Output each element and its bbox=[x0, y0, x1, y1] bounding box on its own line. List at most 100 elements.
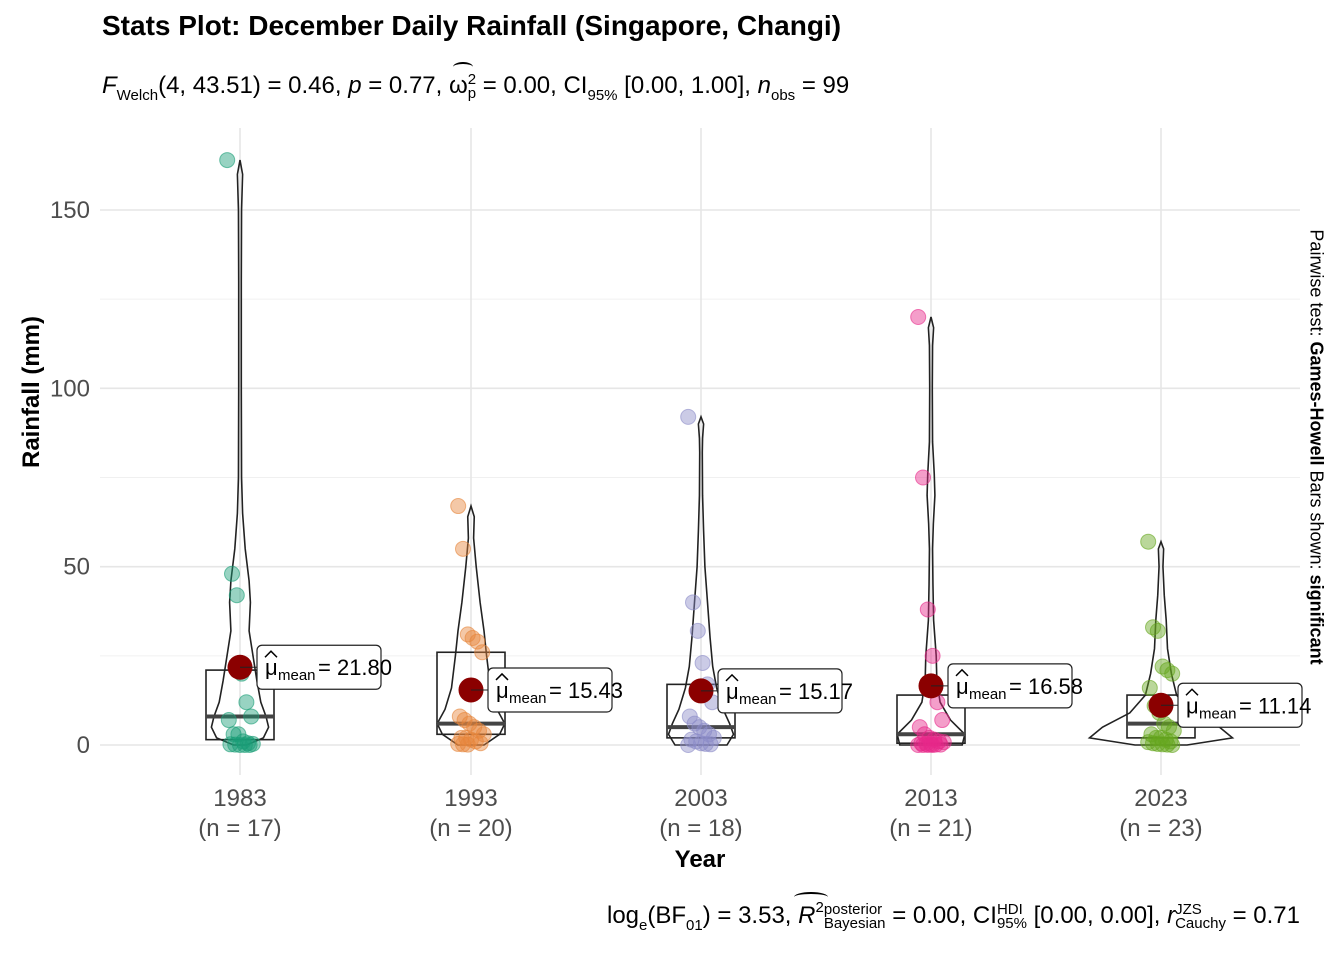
ci-text: [0.00, 1.00], bbox=[617, 72, 758, 99]
mean-label-mu: μ bbox=[496, 678, 509, 703]
x-tick-label: 2003 bbox=[674, 785, 727, 812]
y-tick-label: 50 bbox=[63, 554, 90, 581]
x-tick-n-label: (n = 23) bbox=[1119, 815, 1202, 842]
omega-sub: p bbox=[467, 84, 477, 102]
chart-title: Stats Plot: December Daily Rainfall (Sin… bbox=[102, 10, 842, 41]
data-point-2013 bbox=[910, 737, 927, 753]
data-point-2023 bbox=[1164, 665, 1181, 682]
data-point-2013 bbox=[919, 601, 936, 618]
f-label: F bbox=[102, 72, 117, 99]
mean-label-sub: mean bbox=[739, 691, 777, 708]
p-text: = 0.77, bbox=[361, 72, 449, 99]
mean-label-box bbox=[1177, 682, 1303, 728]
y-tick-label: 100 bbox=[50, 375, 90, 402]
data-point-2003 bbox=[702, 736, 719, 753]
x-tick-label: 1993 bbox=[444, 785, 497, 812]
data-point-1993 bbox=[459, 736, 476, 753]
x-tick-n-label: (n = 21) bbox=[889, 815, 972, 842]
x-tick-n-label: (n = 20) bbox=[429, 815, 512, 842]
n-label: n bbox=[757, 72, 771, 99]
data-point-1983 bbox=[220, 712, 237, 729]
data-point-1983 bbox=[224, 565, 240, 582]
violin-2003 bbox=[667, 414, 735, 746]
data-point-2003 bbox=[685, 594, 701, 611]
x-axis-label: Year bbox=[674, 846, 726, 873]
data-point-2023 bbox=[1140, 533, 1157, 550]
data-point-2013 bbox=[934, 712, 951, 729]
mean-label-hat bbox=[495, 672, 509, 681]
data-point-2013 bbox=[932, 736, 949, 753]
mean-label-hat bbox=[1185, 688, 1199, 696]
data-point-1993 bbox=[455, 736, 471, 753]
data-point-2003 bbox=[680, 408, 697, 425]
mean-label-mu: μ bbox=[956, 674, 969, 699]
data-point-2023 bbox=[1165, 722, 1182, 739]
data-point-2003 bbox=[694, 654, 711, 671]
data-point-2023 bbox=[1159, 736, 1176, 753]
data-point-1983 bbox=[243, 708, 260, 725]
violin-2013 bbox=[896, 316, 966, 746]
mean-label-sub: mean bbox=[278, 667, 316, 684]
data-point-1993 bbox=[472, 735, 489, 752]
data-point-1983 bbox=[228, 587, 245, 604]
mean-label-sub: mean bbox=[1199, 705, 1237, 722]
x-tick-n-label: (n = 18) bbox=[659, 815, 742, 842]
mean-label-box bbox=[256, 644, 382, 690]
mean-label-mu: μ bbox=[265, 655, 278, 680]
mean-label-sub: mean bbox=[969, 686, 1007, 703]
mean-label-value: = 15.43 bbox=[549, 678, 623, 703]
violin-1983 bbox=[210, 159, 270, 746]
mean-label-value: = 15.17 bbox=[779, 679, 853, 704]
data-point-1983 bbox=[219, 152, 236, 169]
stat-text: = 0.46, bbox=[260, 72, 349, 99]
r2-symbol: R2 bbox=[794, 892, 828, 929]
data-point-2023 bbox=[1149, 622, 1166, 639]
bayes-caption: loge(BF01) = 3.53, R2 posterior Bayesian =… bbox=[607, 892, 1300, 934]
mean-label-box bbox=[717, 668, 843, 714]
mean-label-value: = 16.58 bbox=[1009, 674, 1083, 699]
mean-label-mu: μ bbox=[1186, 693, 1199, 718]
data-point-2003 bbox=[697, 735, 714, 752]
data-point-1993 bbox=[474, 644, 491, 661]
mean-label-box bbox=[487, 667, 613, 713]
mean-label-box bbox=[947, 663, 1073, 709]
data-point-2013 bbox=[910, 309, 927, 325]
data-point-1983 bbox=[238, 694, 255, 711]
omega-sup: 2 bbox=[467, 70, 477, 88]
mean-label-sub: mean bbox=[509, 690, 547, 707]
mean-label-hat bbox=[955, 668, 969, 677]
y-tick-label: 150 bbox=[50, 197, 90, 224]
data-point-2003 bbox=[680, 737, 697, 753]
x-tick-label: 1983 bbox=[213, 785, 266, 812]
data-point-1983 bbox=[236, 737, 253, 753]
f-sub: Welch bbox=[116, 87, 159, 104]
data-point-2013 bbox=[924, 737, 941, 753]
mean-label-mu: μ bbox=[726, 679, 739, 704]
ci-sub: 95% bbox=[587, 87, 618, 104]
x-tick-n-label: (n = 17) bbox=[198, 815, 281, 842]
mean-label-hat bbox=[725, 673, 739, 682]
mean-label-value: = 11.14 bbox=[1239, 693, 1311, 718]
data-point-1983 bbox=[241, 737, 258, 753]
y-axis-label: Rainfall (mm) bbox=[18, 315, 45, 468]
data-point-2013 bbox=[924, 647, 941, 664]
n-sub: obs bbox=[770, 87, 796, 104]
data-point-2023 bbox=[1164, 737, 1181, 753]
n-text: = 99 bbox=[795, 72, 850, 99]
data-point-2003 bbox=[689, 622, 706, 639]
x-tick-label: 2023 bbox=[1134, 785, 1187, 812]
data-point-2023 bbox=[1141, 679, 1158, 696]
p-label: p bbox=[348, 72, 362, 99]
data-point-1993 bbox=[455, 540, 471, 557]
pairwise-caption: Pairwise test: Games-Howell Bars shown: … bbox=[1306, 229, 1327, 665]
data-point-1983 bbox=[232, 737, 248, 753]
data-point-2013 bbox=[919, 737, 936, 753]
mean-label-hat bbox=[264, 650, 278, 658]
data-point-1993 bbox=[450, 498, 467, 515]
data-point-2013 bbox=[915, 469, 931, 486]
mean-label-value: = 21.80 bbox=[318, 655, 392, 680]
x-tick-label: 2013 bbox=[904, 785, 957, 812]
